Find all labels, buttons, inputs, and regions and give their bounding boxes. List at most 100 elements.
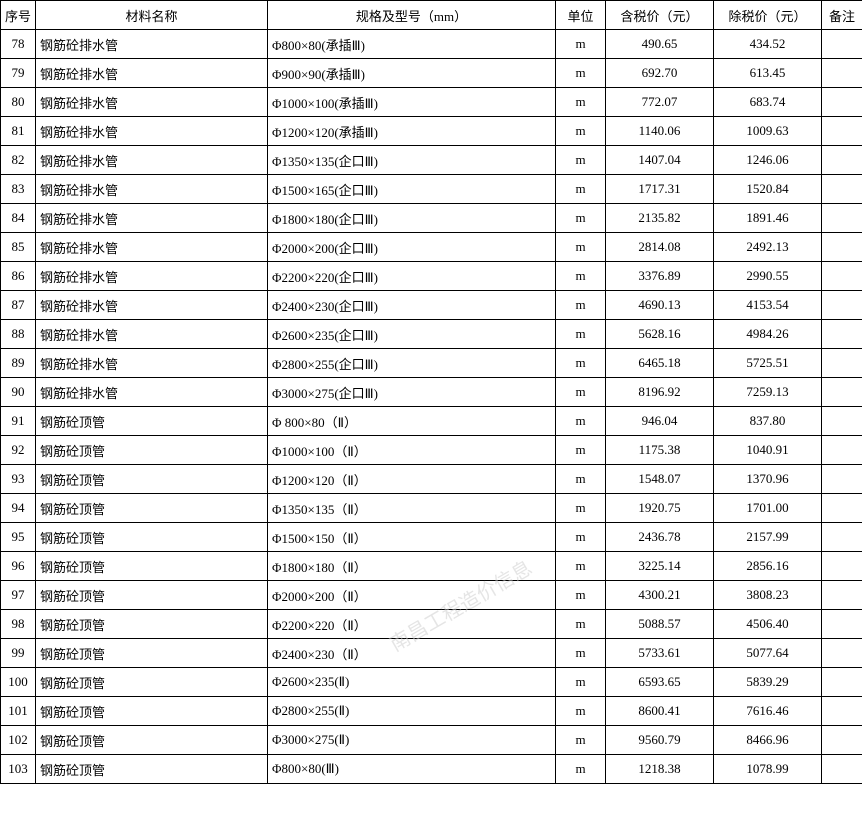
table-row: 92钢筋砼顶管Φ1000×100（Ⅱ）m1175.381040.91 — [1, 436, 862, 465]
cell-name: 钢筋砼顶管 — [36, 639, 268, 668]
cell-price-tax: 6465.18 — [606, 349, 714, 378]
cell-price-notax: 1370.96 — [714, 465, 822, 494]
table-row: 99钢筋砼顶管Φ2400×230（Ⅱ）m5733.615077.64 — [1, 639, 862, 668]
cell-price-notax: 434.52 — [714, 30, 822, 59]
cell-note — [822, 552, 862, 581]
cell-price-tax: 2814.08 — [606, 233, 714, 262]
cell-spec: Φ2200×220（Ⅱ） — [268, 610, 556, 639]
table-row: 94钢筋砼顶管Φ1350×135（Ⅱ）m1920.751701.00 — [1, 494, 862, 523]
cell-name: 钢筋砼排水管 — [36, 291, 268, 320]
cell-seq: 92 — [1, 436, 36, 465]
cell-note — [822, 349, 862, 378]
cell-seq: 103 — [1, 755, 36, 784]
cell-unit: m — [556, 378, 606, 407]
cell-unit: m — [556, 320, 606, 349]
cell-seq: 94 — [1, 494, 36, 523]
cell-unit: m — [556, 639, 606, 668]
header-unit: 单位 — [556, 1, 606, 30]
cell-price-tax: 2436.78 — [606, 523, 714, 552]
table-row: 79钢筋砼排水管Φ900×90(承插Ⅲ)m692.70613.45 — [1, 59, 862, 88]
cell-name: 钢筋砼顶管 — [36, 436, 268, 465]
cell-note — [822, 639, 862, 668]
table-row: 97钢筋砼顶管Φ2000×200（Ⅱ）m4300.213808.23 — [1, 581, 862, 610]
cell-seq: 88 — [1, 320, 36, 349]
cell-unit: m — [556, 755, 606, 784]
cell-unit: m — [556, 30, 606, 59]
cell-price-tax: 490.65 — [606, 30, 714, 59]
cell-spec: Φ2600×235(企口Ⅲ) — [268, 320, 556, 349]
cell-price-tax: 1548.07 — [606, 465, 714, 494]
cell-note — [822, 610, 862, 639]
cell-note — [822, 726, 862, 755]
cell-price-notax: 2492.13 — [714, 233, 822, 262]
cell-spec: Φ3000×275(Ⅱ) — [268, 726, 556, 755]
cell-spec: Φ2400×230（Ⅱ） — [268, 639, 556, 668]
cell-name: 钢筋砼顶管 — [36, 755, 268, 784]
cell-price-tax: 3225.14 — [606, 552, 714, 581]
cell-price-notax: 837.80 — [714, 407, 822, 436]
cell-seq: 81 — [1, 117, 36, 146]
cell-spec: Φ1000×100（Ⅱ） — [268, 436, 556, 465]
cell-seq: 99 — [1, 639, 36, 668]
table-row: 81钢筋砼排水管Φ1200×120(承插Ⅲ)m1140.061009.63 — [1, 117, 862, 146]
cell-name: 钢筋砼顶管 — [36, 494, 268, 523]
cell-price-notax: 613.45 — [714, 59, 822, 88]
cell-unit: m — [556, 436, 606, 465]
cell-unit: m — [556, 697, 606, 726]
header-note: 备注 — [822, 1, 862, 30]
cell-spec: Φ2400×230(企口Ⅲ) — [268, 291, 556, 320]
cell-price-notax: 2990.55 — [714, 262, 822, 291]
cell-note — [822, 668, 862, 697]
cell-spec: Φ1500×165(企口Ⅲ) — [268, 175, 556, 204]
cell-name: 钢筋砼顶管 — [36, 581, 268, 610]
cell-name: 钢筋砼顶管 — [36, 610, 268, 639]
cell-note — [822, 523, 862, 552]
cell-note — [822, 436, 862, 465]
cell-unit: m — [556, 204, 606, 233]
cell-price-notax: 1246.06 — [714, 146, 822, 175]
cell-price-notax: 1078.99 — [714, 755, 822, 784]
cell-seq: 89 — [1, 349, 36, 378]
cell-price-tax: 4300.21 — [606, 581, 714, 610]
cell-seq: 80 — [1, 88, 36, 117]
cell-note — [822, 117, 862, 146]
cell-unit: m — [556, 407, 606, 436]
cell-seq: 102 — [1, 726, 36, 755]
table-row: 90钢筋砼排水管Φ3000×275(企口Ⅲ)m8196.927259.13 — [1, 378, 862, 407]
cell-price-notax: 7259.13 — [714, 378, 822, 407]
table-row: 103钢筋砼顶管Φ800×80(Ⅲ)m1218.381078.99 — [1, 755, 862, 784]
cell-price-notax: 4153.54 — [714, 291, 822, 320]
cell-note — [822, 581, 862, 610]
cell-note — [822, 233, 862, 262]
cell-name: 钢筋砼排水管 — [36, 262, 268, 291]
table-row: 83钢筋砼排水管Φ1500×165(企口Ⅲ)m1717.311520.84 — [1, 175, 862, 204]
cell-seq: 79 — [1, 59, 36, 88]
cell-seq: 78 — [1, 30, 36, 59]
header-price-notax: 除税价（元） — [714, 1, 822, 30]
cell-unit: m — [556, 349, 606, 378]
cell-name: 钢筋砼顶管 — [36, 552, 268, 581]
cell-unit: m — [556, 291, 606, 320]
cell-price-notax: 1520.84 — [714, 175, 822, 204]
header-seq: 序号 — [1, 1, 36, 30]
cell-unit: m — [556, 610, 606, 639]
cell-price-tax: 3376.89 — [606, 262, 714, 291]
cell-price-tax: 1175.38 — [606, 436, 714, 465]
cell-spec: Φ3000×275(企口Ⅲ) — [268, 378, 556, 407]
cell-name: 钢筋砼排水管 — [36, 59, 268, 88]
cell-unit: m — [556, 465, 606, 494]
cell-price-tax: 5088.57 — [606, 610, 714, 639]
cell-unit: m — [556, 262, 606, 291]
table-row: 78钢筋砼排水管Φ800×80(承插Ⅲ)m490.65434.52 — [1, 30, 862, 59]
cell-price-tax: 1920.75 — [606, 494, 714, 523]
cell-spec: Φ2200×220(企口Ⅲ) — [268, 262, 556, 291]
cell-price-tax: 772.07 — [606, 88, 714, 117]
cell-name: 钢筋砼顶管 — [36, 465, 268, 494]
cell-unit: m — [556, 494, 606, 523]
cell-name: 钢筋砼排水管 — [36, 88, 268, 117]
cell-price-notax: 5839.29 — [714, 668, 822, 697]
table-row: 84钢筋砼排水管Φ1800×180(企口Ⅲ)m2135.821891.46 — [1, 204, 862, 233]
table-row: 85钢筋砼排水管Φ2000×200(企口Ⅲ)m2814.082492.13 — [1, 233, 862, 262]
cell-price-tax: 8600.41 — [606, 697, 714, 726]
cell-unit: m — [556, 668, 606, 697]
